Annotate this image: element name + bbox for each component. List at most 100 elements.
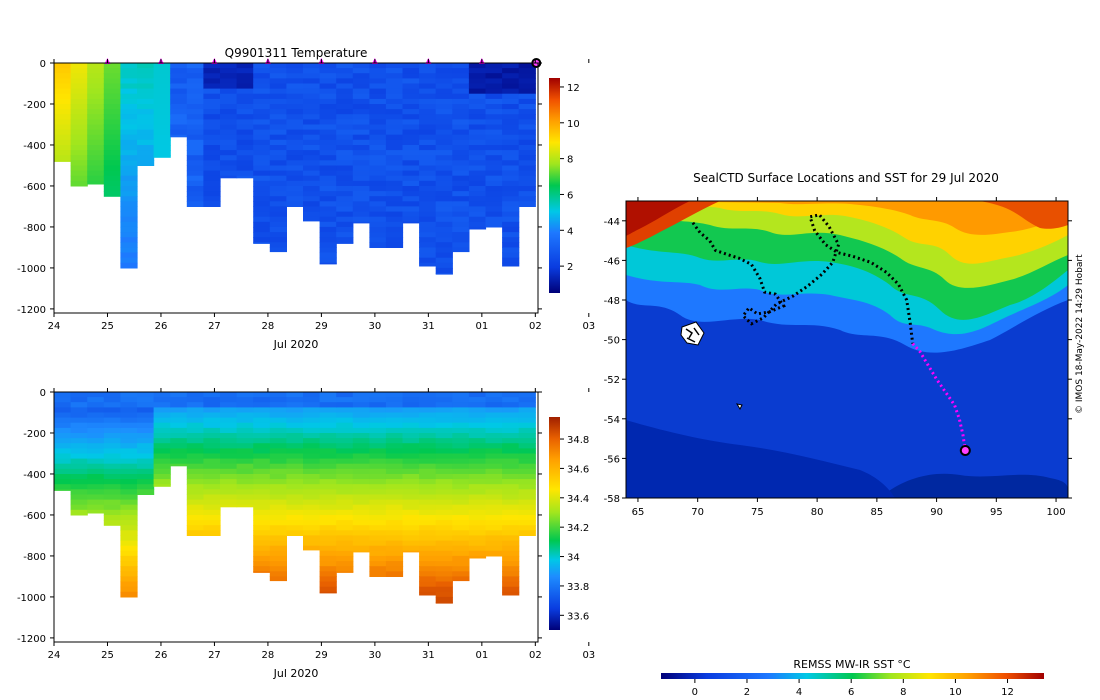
temperature-cell bbox=[502, 186, 520, 192]
salinity-cell bbox=[502, 489, 520, 495]
temperature-cell bbox=[435, 63, 453, 69]
map-y-tick-label: -46 bbox=[604, 256, 620, 267]
temperature-cell bbox=[286, 165, 304, 172]
temperature-cell bbox=[435, 226, 453, 233]
salinity-cell bbox=[336, 530, 354, 536]
temperature-cell bbox=[253, 104, 271, 110]
salinity-cell bbox=[319, 433, 337, 439]
sst-colorbar-tick-label: 2 bbox=[744, 687, 750, 698]
temperature-cell bbox=[120, 201, 138, 207]
salinity-cell bbox=[120, 392, 138, 398]
temperature-cell bbox=[137, 119, 155, 126]
colorbar-tick-label: 34.6 bbox=[567, 464, 589, 475]
salinity-cell bbox=[303, 392, 321, 398]
salinity-cell bbox=[336, 540, 354, 547]
temperature-cell bbox=[137, 129, 155, 136]
temperature-cell bbox=[253, 119, 271, 126]
salinity-cell bbox=[303, 489, 321, 495]
salinity-cell bbox=[485, 550, 503, 557]
salinity-cell bbox=[518, 407, 536, 414]
temperature-cell bbox=[369, 78, 387, 85]
temperature-cell bbox=[452, 211, 470, 218]
temperature-cell bbox=[70, 150, 88, 156]
salinity-cell bbox=[435, 412, 453, 419]
temperature-cell bbox=[385, 68, 404, 74]
salinity-cell bbox=[369, 412, 387, 419]
temperature-cell bbox=[203, 78, 221, 85]
salinity-cell bbox=[369, 525, 387, 531]
salinity-cell bbox=[385, 412, 404, 419]
salinity-cell bbox=[452, 438, 470, 444]
temperature-cell bbox=[485, 165, 503, 172]
temperature-cell bbox=[402, 68, 420, 74]
temperature-cell bbox=[120, 232, 138, 238]
salinity-cell bbox=[435, 397, 453, 403]
temperature-cell bbox=[236, 155, 254, 161]
temperature-cell bbox=[203, 134, 221, 141]
salinity-cell bbox=[286, 525, 304, 531]
salinity-cell bbox=[186, 504, 204, 511]
salinity-cell bbox=[70, 499, 88, 506]
salinity-cell bbox=[319, 489, 337, 495]
temperature-cell bbox=[435, 257, 453, 264]
salinity-cell bbox=[103, 402, 121, 408]
temperature-cell bbox=[87, 98, 105, 105]
temperature-cell bbox=[369, 201, 387, 207]
salinity-cell bbox=[286, 474, 304, 480]
salinity-cell bbox=[186, 520, 204, 526]
temperature-cell bbox=[518, 63, 536, 69]
salinity-cell bbox=[419, 561, 437, 567]
salinity-cell bbox=[319, 474, 337, 480]
temperature-cell bbox=[419, 247, 437, 254]
temperature-cell bbox=[435, 252, 453, 259]
temperature-cell bbox=[319, 242, 337, 248]
salinity-cell bbox=[220, 494, 238, 501]
salinity-cell bbox=[369, 561, 387, 567]
temperature-cell bbox=[435, 247, 453, 254]
temperature-cell bbox=[70, 170, 88, 177]
temperature-cell bbox=[352, 180, 370, 187]
temperature-cell bbox=[385, 180, 404, 187]
salinity-cell bbox=[70, 397, 88, 403]
temperature-cell bbox=[70, 93, 88, 100]
temperature-cell bbox=[120, 257, 138, 264]
temperature-cell bbox=[186, 155, 204, 161]
temperature-cell bbox=[369, 150, 387, 156]
temperature-cell bbox=[385, 191, 404, 197]
salinity-cell bbox=[153, 479, 171, 485]
temperature-cell bbox=[419, 88, 437, 95]
temperature-cell bbox=[502, 109, 520, 115]
temperature-cell bbox=[385, 160, 404, 166]
temperature-cell bbox=[452, 201, 470, 207]
salinity-cell bbox=[220, 468, 238, 475]
y-tick-label: 0 bbox=[40, 59, 46, 70]
temperature-cell bbox=[385, 216, 404, 223]
salinity-cell bbox=[220, 422, 238, 429]
y-tick-label: -800 bbox=[23, 223, 46, 234]
salinity-cell bbox=[103, 474, 121, 480]
salinity-cell bbox=[435, 525, 453, 531]
salinity-cell bbox=[485, 499, 503, 506]
salinity-cell bbox=[435, 422, 453, 429]
temperature-cell bbox=[120, 88, 138, 95]
temperature-cell bbox=[402, 78, 420, 85]
temperature-cell bbox=[286, 114, 304, 120]
temperature-cell bbox=[419, 73, 437, 79]
salinity-cell bbox=[253, 550, 271, 557]
salinity-cell bbox=[502, 484, 520, 490]
salinity-cell bbox=[70, 443, 88, 449]
salinity-cell bbox=[319, 397, 337, 403]
salinity-cell bbox=[120, 489, 138, 495]
temperature-cell bbox=[286, 150, 304, 156]
temperature-cell bbox=[253, 160, 271, 166]
salinity-cell bbox=[336, 417, 354, 424]
temperature-cell bbox=[352, 155, 370, 161]
salinity-cell bbox=[352, 515, 370, 521]
temperature-cell bbox=[87, 119, 105, 126]
salinity-cell bbox=[253, 417, 271, 424]
salinity-cell bbox=[236, 417, 254, 424]
salinity-cell bbox=[502, 571, 520, 577]
salinity-cell bbox=[485, 427, 503, 434]
temperature-cell bbox=[120, 83, 138, 90]
salinity-cell bbox=[468, 499, 487, 506]
